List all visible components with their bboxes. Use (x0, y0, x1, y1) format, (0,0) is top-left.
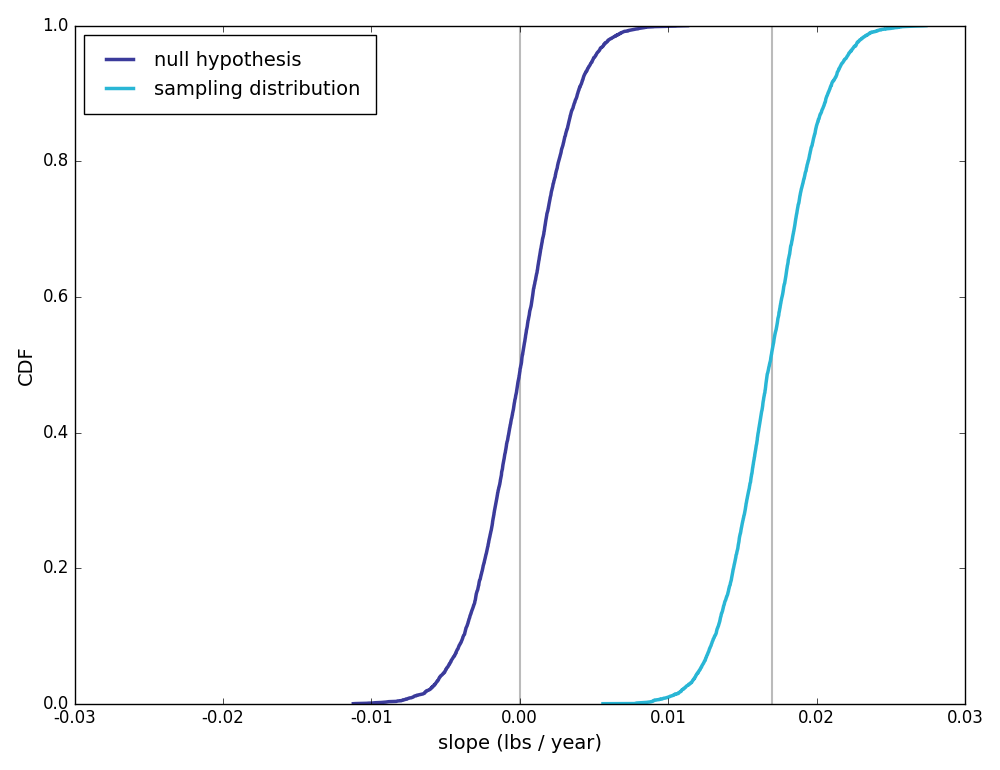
Line: sampling distribution: sampling distribution (603, 25, 926, 704)
sampling distribution (776, 293, 788, 302)
sampling distribution (725, 576, 737, 585)
null hypothesis (526, 293, 538, 302)
Legend: null hypothesis, sampling distribution: null hypothesis, sampling distribution (84, 35, 376, 114)
null hypothesis (682, 21, 694, 30)
sampling distribution (806, 142, 818, 151)
null hypothesis (544, 193, 556, 203)
null hypothesis (532, 258, 544, 267)
sampling distribution (920, 21, 932, 30)
sampling distribution (782, 258, 794, 267)
Y-axis label: CDF: CDF (17, 345, 36, 385)
null hypothesis (473, 576, 485, 585)
sampling distribution (751, 440, 763, 449)
sampling distribution (794, 193, 806, 203)
null hypothesis (347, 699, 359, 708)
null hypothesis (557, 142, 569, 151)
sampling distribution (597, 699, 609, 708)
Line: null hypothesis: null hypothesis (353, 25, 688, 704)
X-axis label: slope (lbs / year): slope (lbs / year) (438, 735, 602, 753)
null hypothesis (500, 440, 512, 449)
